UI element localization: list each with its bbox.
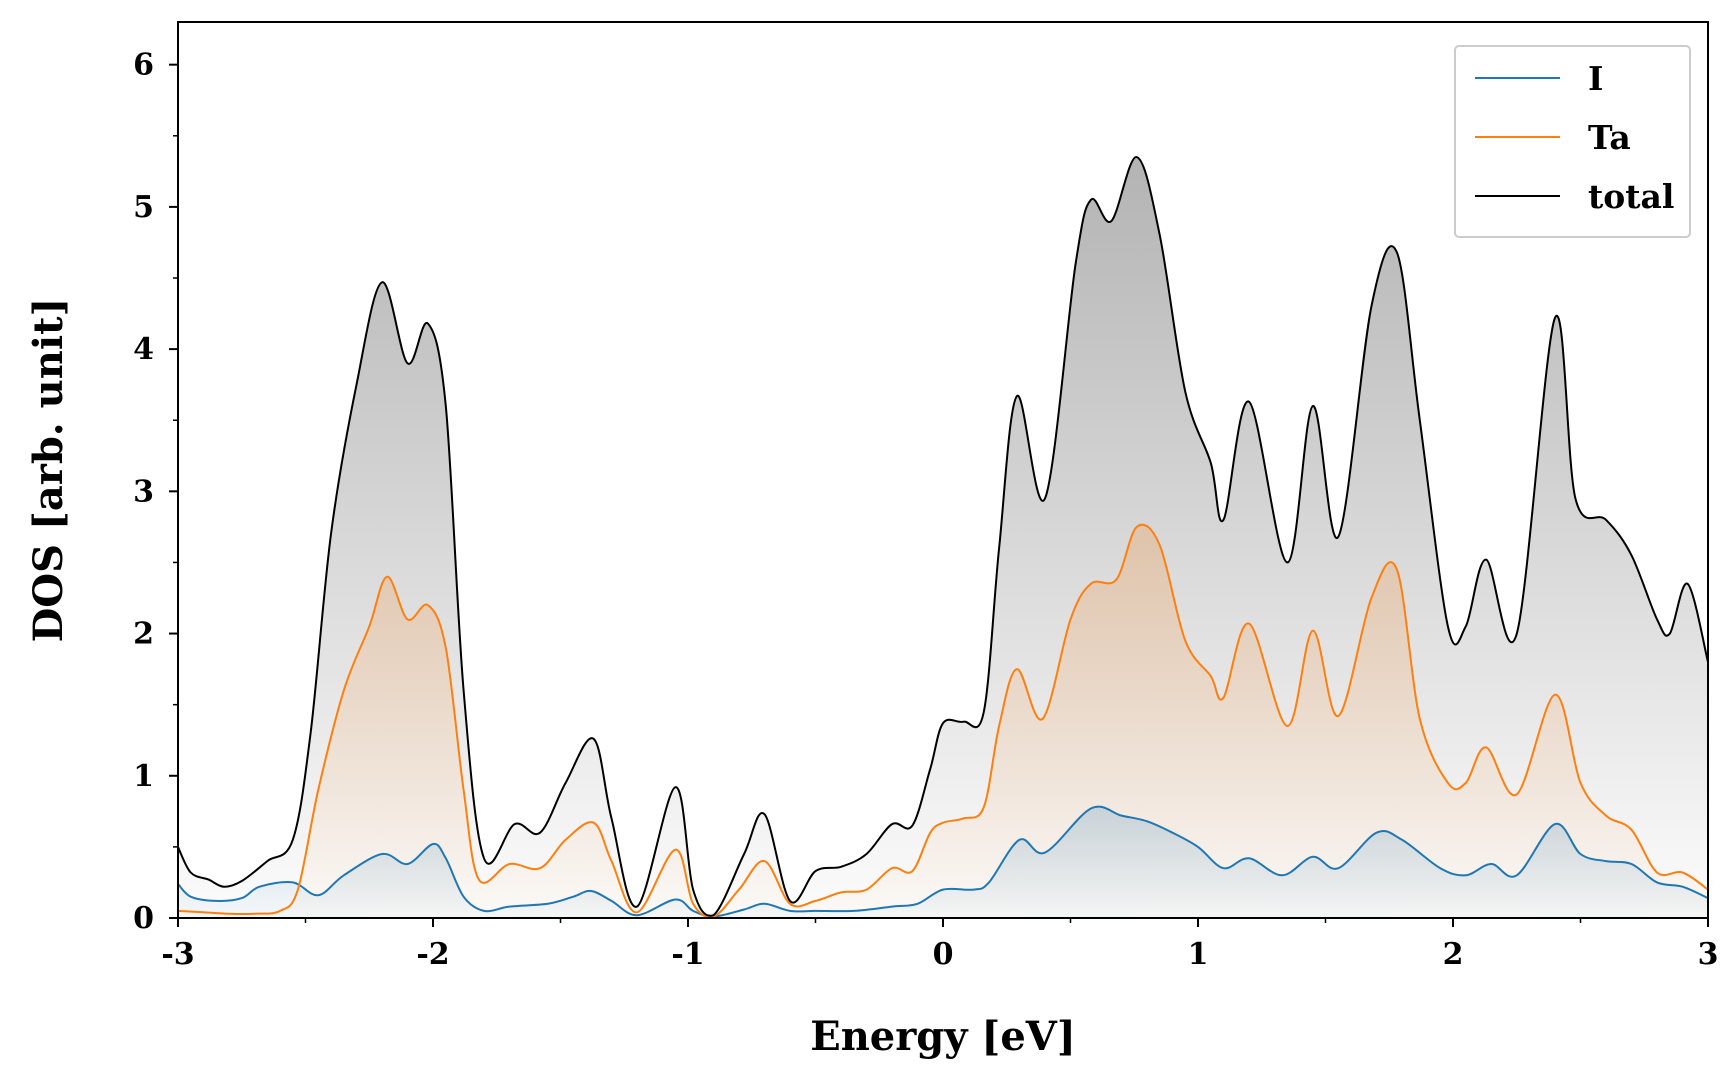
series-line-I: [178, 805, 1708, 918]
series-line-total: [178, 156, 1708, 917]
x-tick-label: 2: [1443, 937, 1464, 972]
y-tick-label: 3: [133, 474, 154, 509]
y-tick-label: 0: [133, 901, 154, 936]
x-tick-label: -1: [671, 937, 704, 972]
legend-label-Ta: Ta: [1588, 118, 1631, 157]
legend-box: [1454, 45, 1691, 238]
y-tick-label: 4: [133, 332, 154, 367]
legend: I Ta total: [1454, 45, 1691, 238]
x-tick-label: -2: [416, 937, 449, 972]
series-line-Ta: [178, 523, 1708, 918]
y-tick-label: 1: [133, 759, 154, 794]
y-axis-label: DOS [arb. unit]: [25, 298, 72, 643]
i-fill: [178, 806, 1708, 918]
x-tick-label: -3: [161, 937, 194, 972]
legend-label-total: total: [1588, 177, 1674, 216]
y-tick-label: 6: [133, 48, 154, 83]
legend-label-I: I: [1588, 59, 1603, 98]
x-tick-label: 3: [1698, 937, 1719, 972]
y-tick-label: 2: [133, 617, 154, 652]
x-tick-label: 1: [1188, 937, 1209, 972]
y-tick-label: 5: [133, 190, 154, 225]
x-axis-label: Energy [eV]: [810, 1013, 1076, 1060]
x-tick-label: 0: [933, 937, 954, 972]
ta-fill: [178, 524, 1708, 918]
